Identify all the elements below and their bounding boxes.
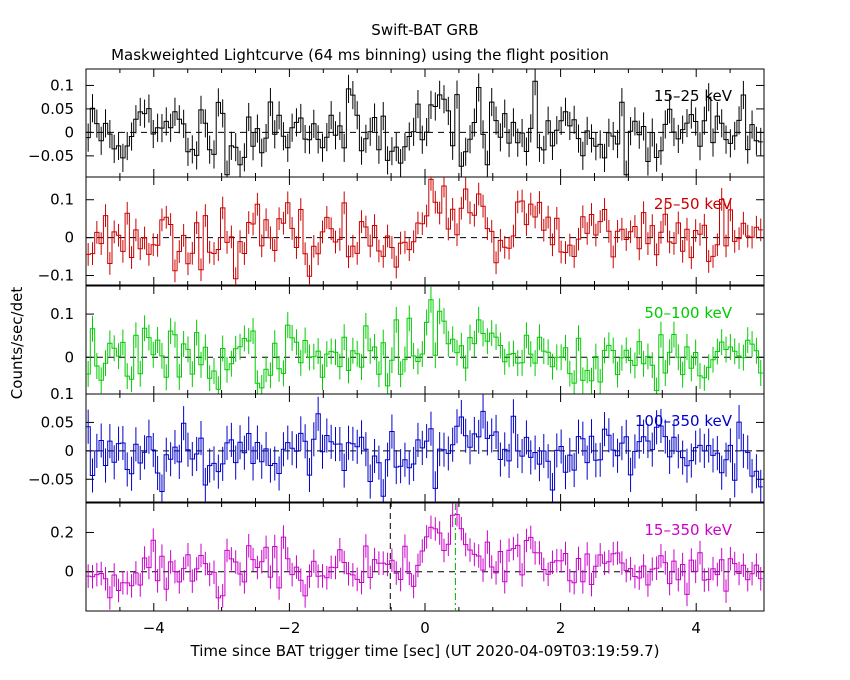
y-tick-label: 0.05: [41, 100, 74, 118]
panel-2: 0.1 0 −0.1 25–50 keV: [38, 176, 765, 286]
band-label: 100–350 keV: [635, 412, 733, 430]
x-axis-label: Time since BAT trigger time [sec] (UT 20…: [190, 642, 660, 660]
band-label: 25–50 keV: [654, 195, 733, 213]
x-tick-label: −2: [278, 619, 300, 637]
x-tick-label: 0: [420, 619, 430, 637]
panel-1: 0.1 0.05 0 −0.05 15–25 keV: [28, 68, 765, 178]
x-tick-label: 4: [691, 619, 701, 637]
y-tick-label: −0.1: [38, 267, 74, 285]
y-tick-label: −0.05: [28, 147, 74, 165]
chart-subtitle: Maskweighted Lightcurve (64 ms binning) …: [111, 46, 609, 64]
y-tick-label: 0: [64, 123, 74, 141]
series-line: [86, 410, 763, 497]
band-label: 15–350 keV: [644, 521, 732, 539]
band-label: 15–25 keV: [654, 87, 733, 105]
y-tick-label: 0: [64, 442, 74, 460]
y-tick-label: 0.1: [50, 76, 74, 94]
series-line: [86, 299, 763, 392]
y-tick-label: 0.1: [50, 385, 74, 403]
y-tick-label: 0.05: [41, 413, 74, 431]
panel-5: 0.2 0 15–350 keV: [50, 502, 765, 612]
chart-title: Swift-BAT GRB: [371, 21, 478, 39]
y-tick-label: 0: [64, 229, 74, 247]
y-tick-label: 0.1: [50, 305, 74, 323]
x-tick-label: −4: [143, 619, 165, 637]
y-tick-label: 0: [64, 348, 74, 366]
band-label: 50–100 keV: [644, 304, 732, 322]
series-line: [86, 178, 763, 280]
y-tick-label: 0.1: [50, 191, 74, 209]
y-tick-label: −0.05: [28, 470, 74, 488]
y-axis-label: Counts/sec/det: [8, 287, 26, 400]
panel-3: 0.1 0 50–100 keV: [50, 285, 765, 395]
y-tick-label: 0.2: [50, 523, 74, 541]
panel-4: 0.1 0.05 0 −0.05 100–350 keV: [28, 385, 765, 503]
series-line: [86, 80, 763, 176]
x-tick-label: 2: [556, 619, 566, 637]
series-line: [86, 514, 763, 599]
y-tick-label: 0: [64, 563, 74, 581]
